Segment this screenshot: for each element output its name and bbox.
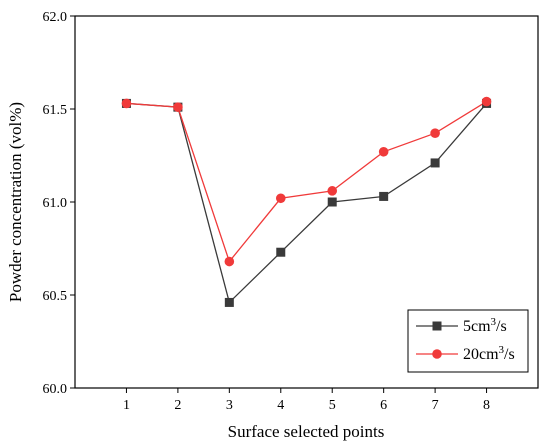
legend-box xyxy=(407,309,529,373)
series-lines xyxy=(126,101,488,304)
y-axis-ticks: 60.0 60.5 61.0 61.5 62.0 xyxy=(43,10,75,397)
x-tick-label: 8 xyxy=(483,398,490,413)
x-tick-label: 5 xyxy=(329,398,336,413)
series-markers xyxy=(121,96,492,307)
series-1-point xyxy=(224,297,234,307)
series-2-point xyxy=(430,128,440,138)
series-2-point xyxy=(224,256,235,267)
series-line-2 xyxy=(126,101,487,263)
legend-marker-20cm3s xyxy=(432,349,442,359)
x-axis-ticks: 1 2 3 4 5 6 7 8 xyxy=(123,388,490,413)
series-2-point xyxy=(481,96,492,107)
legend-marker-5cm3s xyxy=(432,321,442,331)
legend-label-20cm3s: 20cm3/s xyxy=(463,344,515,363)
series-1-point xyxy=(379,191,389,201)
series-2-point xyxy=(275,193,286,204)
series-1-point xyxy=(327,197,337,207)
series-2-point xyxy=(121,98,132,109)
series-2-point xyxy=(378,146,389,157)
series-2-point xyxy=(327,186,338,196)
x-tick-label: 4 xyxy=(277,398,284,413)
x-tick-label: 2 xyxy=(174,398,181,413)
series-line-1 xyxy=(126,102,488,304)
y-tick-label: 61.0 xyxy=(43,196,68,211)
y-tick-label: 62.0 xyxy=(43,10,68,25)
x-tick-label: 3 xyxy=(226,398,233,413)
y-tick-label: 61.5 xyxy=(43,103,68,118)
x-axis-title: Surface selected points xyxy=(228,422,385,441)
y-tick-label: 60.5 xyxy=(43,289,68,304)
y-tick-label: 60.0 xyxy=(43,382,68,397)
x-tick-label: 7 xyxy=(432,398,439,413)
y-axis-title: Powder concentration (vol%) xyxy=(6,102,25,302)
series-1-point xyxy=(276,247,286,257)
series-2-point xyxy=(173,102,183,112)
legend: 5cm3/s 20cm3/s xyxy=(407,309,529,373)
series-1-point xyxy=(430,158,440,168)
x-tick-label: 1 xyxy=(123,398,130,413)
x-tick-label: 6 xyxy=(380,398,387,413)
legend-label-5cm3s: 5cm3/s xyxy=(463,316,507,335)
